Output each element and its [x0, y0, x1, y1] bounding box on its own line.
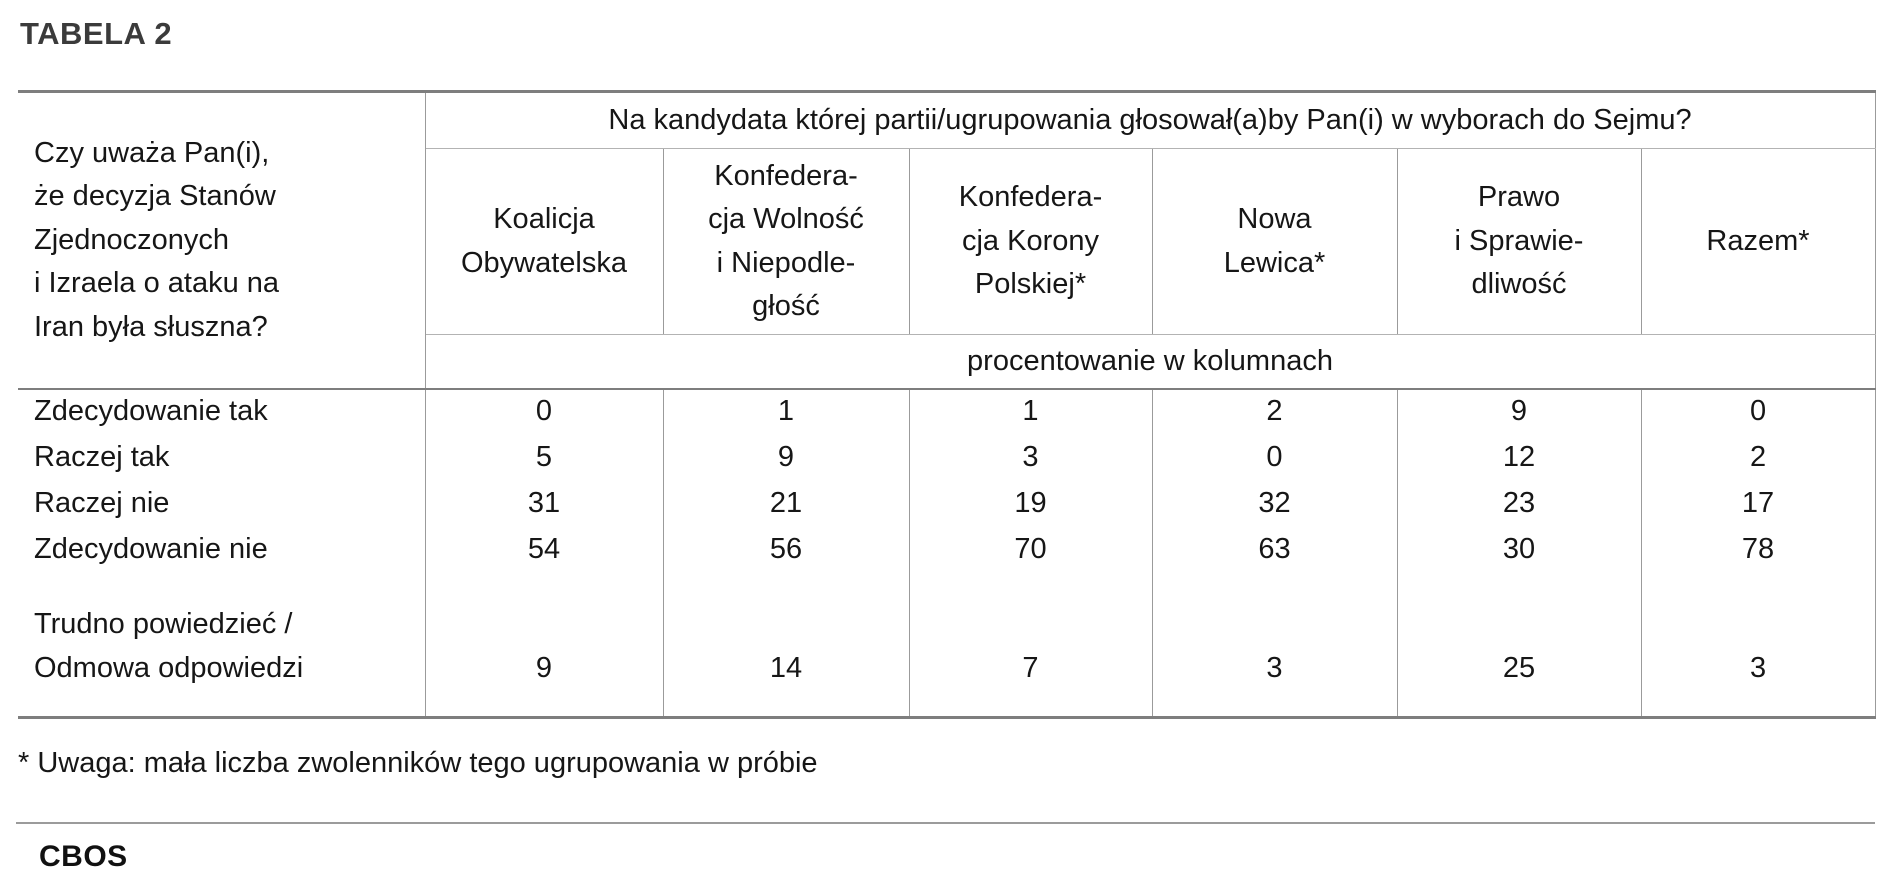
footnote: * Uwaga: mała liczba zwolenników tego ug…: [18, 747, 818, 779]
value-cell: 3: [1641, 572, 1876, 718]
column-header-konfederacja-korony-polskiej: Konfedera- cja Korony Polskiej*: [909, 148, 1153, 335]
survey-table: Czy uważa Pan(i), że decyzja Stanów Zjed…: [18, 90, 1876, 719]
footer-divider: [16, 822, 1875, 824]
value-cell: 17: [1641, 480, 1876, 527]
column-header-razem: Razem*: [1641, 148, 1876, 335]
value-cell: 1: [909, 388, 1153, 435]
column-header-konfederacja-wolnosc-niepodleglosc: Konfedera- cja Wolność i Niepodle- głość: [663, 148, 910, 335]
row-label-cell: Raczej tak: [18, 434, 426, 481]
value-cell: 2: [1152, 388, 1398, 435]
column-header-nowa-lewica: Nowa Lewica*: [1152, 148, 1398, 335]
source-label: CBOS: [39, 840, 128, 873]
value-cell: 78: [1641, 526, 1876, 573]
value-cell: 70: [909, 526, 1153, 573]
value-cell: 0: [1641, 388, 1876, 435]
value-cell: 63: [1152, 526, 1398, 573]
value-cell: 14: [663, 572, 910, 718]
table-row: Raczej tak 5 9 3 0 12 2: [18, 434, 1876, 481]
header-row-unit: procentowanie w kolumnach: [18, 334, 1876, 390]
table-row: Raczej nie 31 21 19 32 23 17: [18, 480, 1876, 527]
value-cell: 9: [1397, 388, 1642, 435]
page-title: TABELA 2: [20, 16, 173, 51]
value-cell: 1: [663, 388, 910, 435]
value-cell: 2: [1641, 434, 1876, 481]
value-cell: 5: [425, 434, 664, 481]
value-cell: 9: [425, 572, 664, 718]
row-label-cell: Trudno powiedzieć / Odmowa odpowiedzi: [18, 572, 426, 718]
column-header-prawo-i-sprawiedliwosc: Prawo i Sprawie- dliwość: [1397, 148, 1642, 335]
value-cell: 30: [1397, 526, 1642, 573]
value-cell: 19: [909, 480, 1153, 527]
value-cell: 9: [663, 434, 910, 481]
value-cell: 3: [909, 434, 1153, 481]
span-header-cell: Na kandydata której partii/ugrupowania g…: [425, 91, 1876, 149]
header-row-parties: Koalicja Obywatelska Konfedera- cja Woln…: [18, 148, 1876, 335]
column-header-koalicja-obywatelska: Koalicja Obywatelska: [425, 148, 664, 335]
header-row-span: Czy uważa Pan(i), że decyzja Stanów Zjed…: [18, 91, 1876, 390]
row-label-cell: Zdecydowanie tak: [18, 388, 426, 435]
value-cell: 54: [425, 526, 664, 573]
value-cell: 32: [1152, 480, 1398, 527]
row-label-cell: Zdecydowanie nie: [18, 526, 426, 573]
value-cell: 31: [425, 480, 664, 527]
table-row: Zdecydowanie nie 54 56 70 63 30 78: [18, 526, 1876, 573]
value-cell: 0: [425, 388, 664, 435]
unit-header-cell: procentowanie w kolumnach: [425, 334, 1876, 390]
value-cell: 56: [663, 526, 910, 573]
table-row: Trudno powiedzieć / Odmowa odpowiedzi 9 …: [18, 572, 1876, 718]
value-cell: 21: [663, 480, 910, 527]
value-cell: 0: [1152, 434, 1398, 481]
value-cell: 23: [1397, 480, 1642, 527]
value-cell: 12: [1397, 434, 1642, 481]
value-cell: 7: [909, 572, 1153, 718]
table-row: Zdecydowanie tak 0 1 1 2 9 0: [18, 388, 1876, 435]
question-cell: Czy uważa Pan(i), że decyzja Stanów Zjed…: [18, 91, 426, 390]
row-label-cell: Raczej nie: [18, 480, 426, 527]
value-cell: 25: [1397, 572, 1642, 718]
value-cell: 3: [1152, 572, 1398, 718]
